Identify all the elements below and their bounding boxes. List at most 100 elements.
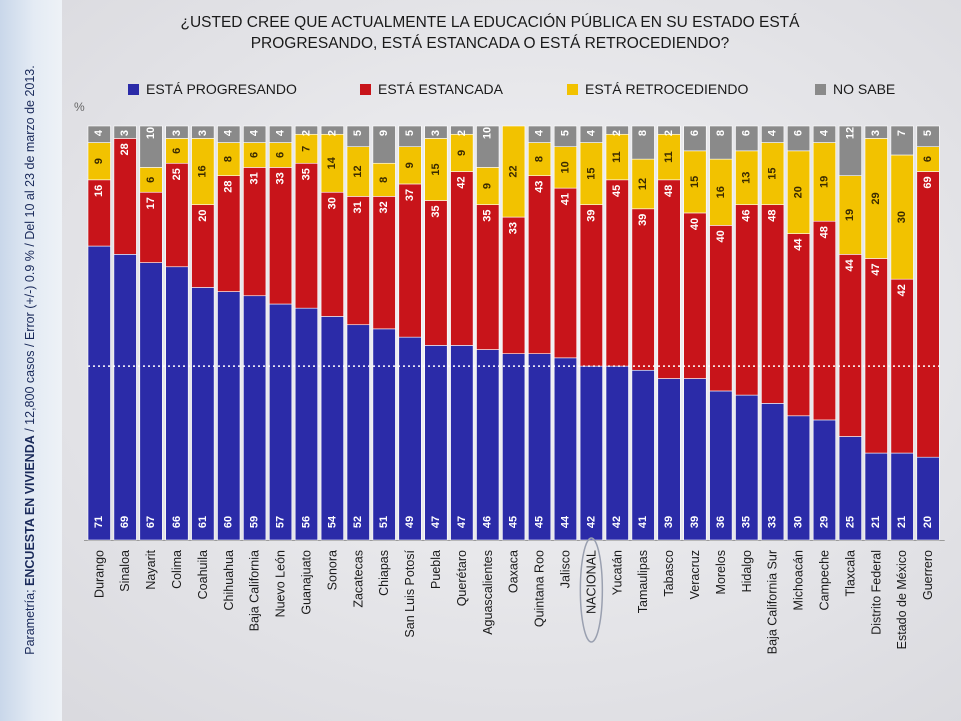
data-label-retrocediendo-31: 30 [896,211,908,223]
data-label-retrocediendo-21: 12 [637,178,649,190]
data-label-retrocediendo-7: 6 [274,152,286,158]
data-label-progresando-1: 69 [119,516,131,528]
bar-no_sabe-1 [113,125,137,139]
data-label-retrocediendo-24: 16 [715,186,727,198]
bar-no_sabe-14 [450,125,474,135]
category-label-16: Oaxaca [507,550,521,593]
data-label-no_sabe-5: 4 [223,129,235,136]
data-label-retrocediendo-12: 9 [404,162,416,168]
bar-progresando-10 [346,324,370,541]
bar-no_sabe-20 [605,125,629,135]
legend-item-no-sabe: NO SABE [815,79,895,99]
category-label-31: Estado de México [895,550,909,649]
data-label-estancada-23: 40 [689,218,701,230]
data-label-progresando-23: 39 [689,516,701,528]
data-label-no_sabe-18: 5 [559,130,571,136]
bar-no_sabe-6 [243,125,267,143]
data-label-progresando-16: 45 [508,516,520,528]
bar-estancada-6 [243,167,267,297]
data-label-no_sabe-4: 3 [197,130,209,136]
data-label-retrocediendo-4: 16 [197,165,209,177]
bar-progresando-0 [87,245,111,541]
bar-progresando-6 [243,295,267,541]
bar-no_sabe-11 [372,125,396,164]
legend-item-retrocediendo: ESTÁ RETROCEDIENDO [567,79,748,99]
data-label-estancada-11: 32 [378,201,390,213]
data-label-retrocediendo-9: 14 [326,156,338,169]
bar-estancada-23 [683,212,707,379]
data-label-no_sabe-14: 2 [456,130,468,136]
category-label-19: NACIONAL [584,550,598,614]
data-label-no_sabe-13: 3 [430,130,442,136]
bar-estancada-18 [553,187,578,359]
bar-estancada-11 [372,196,396,330]
bar-no_sabe-26 [761,125,785,143]
data-label-estancada-1: 28 [119,143,131,155]
data-label-no_sabe-20: 2 [611,130,623,136]
bar-progresando-20 [605,365,629,541]
data-label-estancada-29: 44 [844,258,856,271]
bar-no_sabe-27 [786,125,811,152]
data-label-progresando-31: 21 [896,516,908,528]
bar-estancada-30 [864,258,888,454]
data-label-retrocediendo-26: 15 [767,167,779,179]
data-label-progresando-32: 20 [922,516,934,528]
data-label-estancada-6: 31 [249,172,261,184]
bar-estancada-16 [502,216,526,354]
category-label-24: Morelos [714,550,728,594]
data-label-estancada-22: 48 [663,185,675,197]
data-label-no_sabe-6: 4 [249,129,261,136]
bar-no_sabe-25 [735,125,759,152]
bar-progresando-4 [191,287,215,541]
bar-progresando-1 [113,254,137,541]
data-label-no_sabe-30: 3 [870,130,882,136]
data-label-progresando-5: 60 [223,516,235,528]
data-label-no_sabe-24: 8 [715,130,727,136]
bar-no_sabe-31 [890,125,914,156]
bar-no_sabe-2 [139,125,163,168]
data-label-estancada-31: 42 [896,284,908,296]
data-label-estancada-7: 33 [274,172,286,184]
data-label-progresando-3: 66 [171,516,183,528]
legend-label-progresando: ESTÁ PROGRESANDO [146,81,297,97]
category-label-29: Tlaxcala [843,550,857,597]
data-label-estancada-10: 31 [352,201,364,213]
data-label-estancada-28: 48 [818,226,830,238]
data-label-estancada-21: 39 [637,214,649,226]
bar-progresando-18 [553,357,578,541]
bar-no_sabe-29 [838,125,862,176]
data-label-estancada-30: 47 [870,263,882,275]
data-label-retrocediendo-22: 11 [663,151,675,163]
data-label-retrocediendo-32: 6 [922,156,934,162]
bar-retrocediendo-16 [502,125,526,218]
data-label-retrocediendo-14: 9 [456,150,468,156]
bar-progresando-11 [372,328,396,541]
data-label-estancada-0: 16 [93,185,105,197]
legend-swatch-no-sabe [815,83,826,95]
bar-estancada-7 [268,167,293,305]
category-label-15: Aguascalientes [481,550,495,635]
data-label-retrocediendo-17: 8 [533,156,545,162]
data-label-progresando-15: 46 [482,516,494,528]
data-label-estancada-4: 20 [197,210,209,222]
data-label-progresando-0: 71 [93,516,105,528]
category-label-1: Sinaloa [118,550,132,592]
data-label-progresando-13: 47 [430,516,442,528]
bar-no_sabe-3 [165,125,189,139]
category-label-26: Baja California Sur [766,550,780,654]
bar-no_sabe-18 [553,125,578,148]
data-label-estancada-13: 35 [430,205,442,217]
data-label-retrocediendo-16: 22 [508,165,520,177]
category-label-7: Nuevo León [274,550,288,617]
data-label-progresando-14: 47 [456,516,468,528]
source-strip: Parametría; ENCUESTA EN VIVIENDA / 12,80… [0,0,62,721]
data-label-retrocediendo-28: 19 [818,176,830,188]
data-label-estancada-2: 17 [145,197,157,209]
bar-no_sabe-0 [87,125,111,143]
data-label-no_sabe-2: 10 [145,127,157,139]
bar-no_sabe-7 [268,125,293,143]
category-label-22: Tabasco [662,550,676,597]
bar-progresando-17 [527,353,552,541]
legend-swatch-progresando [128,83,139,95]
category-label-4: Coahuila [196,550,210,599]
